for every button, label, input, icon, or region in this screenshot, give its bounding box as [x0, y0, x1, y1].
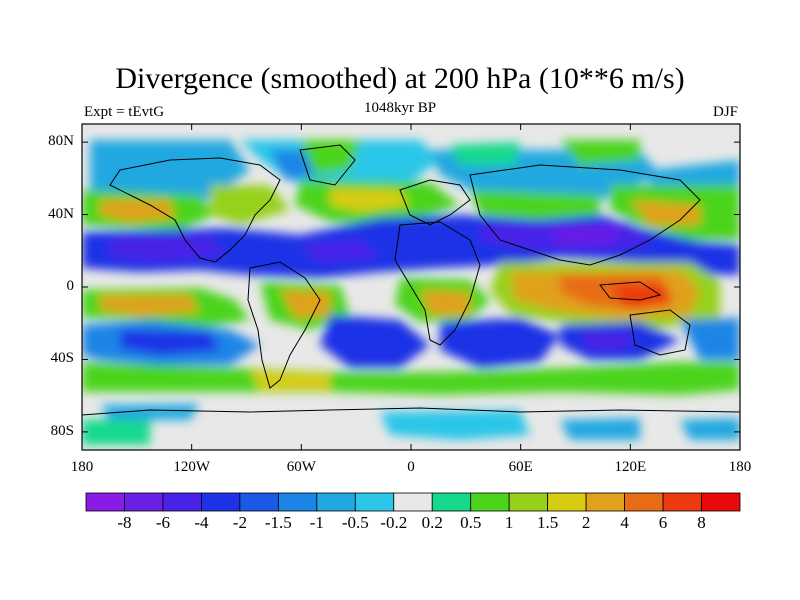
colorbar-tick-label: -0.5: [341, 513, 369, 532]
colorbar-swatch: [662, 492, 702, 512]
colorbar-swatch: [431, 492, 472, 512]
lat-tick-label: 40S: [50, 350, 74, 367]
colorbar-swatch: [124, 492, 164, 512]
colorbar-swatch: [316, 492, 356, 512]
colorbar-tick-label: 0.2: [421, 513, 443, 532]
plot-title: Divergence (smoothed) at 200 hPa (10**6 …: [115, 62, 685, 95]
colorbar-tick-label: -4: [194, 513, 209, 532]
colorbar-swatch: [701, 492, 741, 512]
colorbar-tick-label: 1: [504, 513, 514, 532]
lat-tick-label: 0: [66, 278, 75, 294]
colorbar-tick-label: 8: [697, 513, 706, 532]
colorbar-tick-label: -1.5: [264, 513, 292, 532]
season-label: DJF: [712, 104, 738, 120]
lat-tick-label: 80S: [50, 422, 74, 439]
time-label: 1048kyr BP: [363, 100, 437, 116]
colorbar-tick-label: -1: [309, 513, 324, 532]
colorbar-swatch: [508, 492, 549, 512]
colorbar: [85, 492, 741, 512]
colorbar-tick-label: 2: [581, 513, 591, 532]
colorbar-swatch: [624, 492, 664, 512]
colorbar-tick-label: 4: [620, 513, 629, 532]
lon-tick-label: 60W: [286, 459, 316, 475]
lon-tick-label: 120E: [614, 459, 647, 475]
colorbar-swatch: [470, 492, 510, 512]
colorbar-tick-label: 0.5: [460, 513, 482, 532]
colorbar-swatch: [547, 492, 587, 512]
lon-tick-label: 60E: [508, 459, 533, 475]
colorbar-swatch: [354, 492, 395, 512]
colorbar-swatch: [277, 492, 318, 512]
colorbar-tick-label: -2: [232, 513, 247, 532]
lon-tick-label: 0: [407, 459, 415, 475]
lon-tick-label: 180: [70, 459, 94, 475]
colorbar-swatch: [201, 492, 241, 512]
experiment-label: Expt = tEvtG: [84, 104, 165, 120]
colorbar-swatch: [393, 492, 433, 512]
colorbar-tick-label: -0.2: [380, 513, 408, 532]
coastlines: [82, 144, 740, 416]
axis-ticks: [81, 124, 741, 450]
lat-tick-label: 40N: [48, 205, 74, 222]
colorbar-tick-label: 1.5: [537, 513, 559, 532]
colorbar-tick-label: -8: [117, 513, 132, 532]
lat-tick-label: 80N: [48, 133, 74, 150]
lon-tick-label: 180: [728, 459, 752, 475]
map-field: [82, 124, 740, 450]
colorbar-swatch: [162, 492, 202, 512]
colorbar-swatch: [585, 492, 625, 512]
colorbar-tick-label: 6: [658, 513, 668, 532]
colorbar-swatch: [239, 492, 279, 512]
colorbar-swatch: [85, 492, 125, 512]
colorbar-tick-label: -6: [155, 513, 171, 532]
lon-tick-label: 120W: [173, 459, 210, 475]
